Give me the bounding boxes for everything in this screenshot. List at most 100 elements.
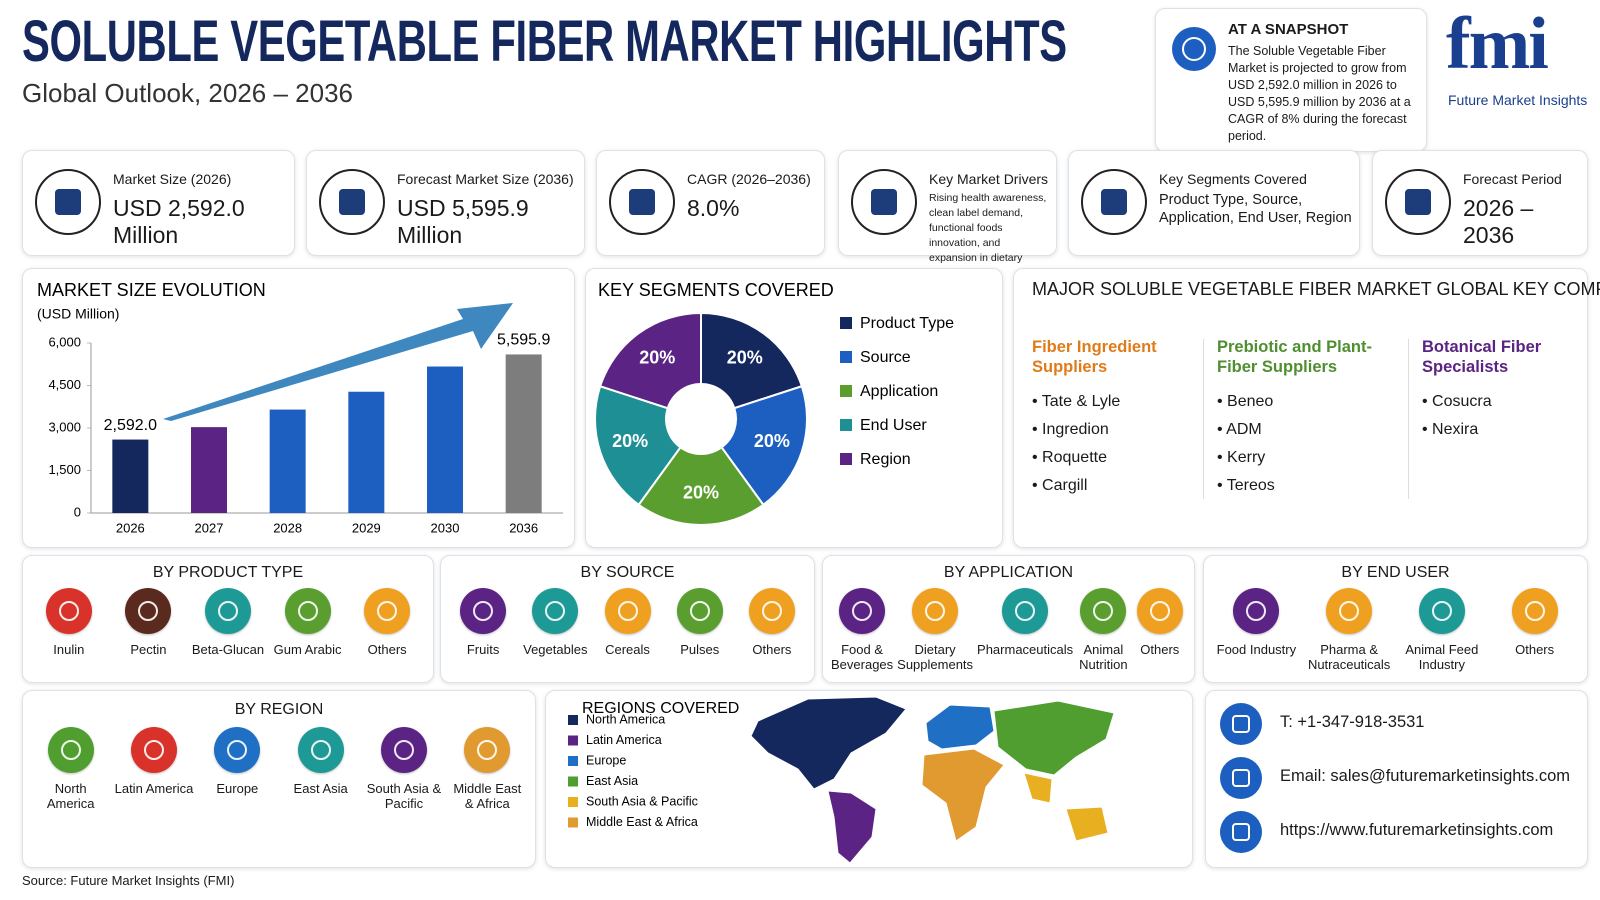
icon-glyph [143,740,164,760]
company: ADM [1217,421,1262,439]
group-name: Fiber Ingredient Suppliers [1032,338,1157,376]
legend-swatch [840,385,852,397]
chart-title: KEY SEGMENTS COVERED [598,280,834,300]
icon-glyph [55,189,81,215]
card: Forecast Period 2026 – 2036 [1372,150,1588,256]
segment-item: Inulin [29,588,109,657]
icon [851,169,917,235]
icon-glyph [1101,189,1127,215]
icon-ring [1182,37,1206,61]
segment-item: Pharma & Nutraceuticals [1303,588,1396,672]
legend-swatch [840,453,852,465]
icon [364,588,411,634]
item-label: Pulses [680,642,720,657]
data-label: 20% [727,347,763,367]
segment-item: Vegetables [519,588,591,657]
icon-glyph [1232,823,1250,841]
legend-label: Europe [586,753,626,767]
icon-glyph [377,601,398,621]
icon [1136,588,1183,634]
icon [676,588,723,634]
icon [609,169,675,235]
card: Key Market Drivers Rising health awarenes… [838,150,1057,279]
icon [748,588,795,634]
chart-title: MARKET SIZE EVOLUTION [37,280,266,300]
segment-item: Fruits [447,588,519,657]
legend-swatch [568,756,578,766]
legend-swatch [568,817,578,828]
legend-label: Latin America [586,733,662,747]
icon [1385,169,1451,235]
item-row: Food Industry Pharma & Nutraceuticals Anim… [1210,588,1581,672]
icon-glyph [925,601,946,621]
legend-swatch [568,776,578,787]
card: MAJOR SOLUBLE VEGETABLE FIBER MARKET GLO… [1013,268,1600,548]
bar [269,409,306,513]
icon [214,727,261,773]
segment-item: Pharmaceuticals [975,588,1075,672]
company: Tate & Lyle [1032,393,1121,411]
data-label: 20% [754,431,790,451]
icon [1220,811,1262,853]
segment-item: South Asia & Pacific [362,727,445,811]
legend-swatch [568,735,578,746]
y-tick-label: 3,000 [48,419,81,434]
item-label: Europe [216,781,259,796]
segment-item: Others [1488,588,1581,672]
kpi-label: Forecast Period [1463,171,1562,187]
item-label: Animal Nutrition [1079,642,1128,672]
icon-glyph [60,740,81,760]
icon [532,588,579,634]
legend-swatch [840,419,852,431]
icon-glyph [1015,601,1036,621]
item-label: Food & Beverages [831,642,894,672]
companies-title: MAJOR SOLUBLE VEGETABLE FIBER MARKET GLO… [1032,279,1600,299]
segment-item: Europe [196,727,279,811]
icon [1233,588,1280,634]
x-tick-label: 2030 [431,520,460,535]
card: BY REGION North America Latin America Europ… [22,690,536,868]
page-title: SOLUBLE VEGETABLE FIBER MARKET HIGHLIGHT… [22,9,1067,74]
y-axis-label: (USD Million) [37,306,119,322]
card: KEY SEGMENTS COVERED 20% Product Type 20% So… [585,268,1003,548]
icon-glyph [477,740,498,760]
bar-chart: MARKET SIZE EVOLUTION (USD Million) 0 1,500… [37,280,563,535]
legend-swatch [840,351,852,363]
data-label: 2,592.0 [104,417,157,434]
legend-label: South Asia & Pacific [586,794,698,808]
item-row: Fruits Vegetables Cereals Pulses Others [447,588,808,657]
kpi-label: Forecast Market Size (2036) [397,171,574,187]
card: CAGR (2026–2036) 8.0% [596,150,825,256]
bar [191,427,227,513]
segment-item: North America [29,727,112,811]
icon-glyph [1093,601,1114,621]
icon-glyph [297,601,318,621]
data-label: 5,595.9 [497,332,550,349]
card: Key Segments Covered Product Type, Source… [1068,150,1360,256]
icon [1326,588,1373,634]
segment-item: Dietary Supplements [895,588,975,672]
icon-glyph [1405,189,1431,215]
data-label: 20% [612,431,648,451]
card: MARKET SIZE EVOLUTION (USD Million) 0 1,500… [22,268,575,548]
kpi-label: Key Segments Covered [1159,171,1307,187]
legend-label: Application [860,383,938,400]
x-tick-label: 2028 [273,520,302,535]
icon-glyph [629,189,655,215]
icon [1002,588,1049,634]
icon [912,588,959,634]
group-name: Prebiotic and Plant-Fiber Suppliers [1217,338,1372,376]
segment-item: Others [1132,588,1188,672]
bar [505,354,542,513]
card: BY APPLICATION Food & Beverages Dietary Su… [822,555,1195,683]
card: REGIONS COVERED North America Latin Americ… [545,690,1193,868]
kpi-value: 8.0% [687,195,740,221]
map-region [993,700,1115,776]
icon-glyph [1431,601,1452,621]
icon-glyph [1232,715,1250,733]
icon-glyph [473,601,494,621]
segment-item: Animal Feed Industry [1396,588,1489,672]
segment-item: Animal Nutrition [1075,588,1131,672]
legend-swatch [840,317,852,329]
